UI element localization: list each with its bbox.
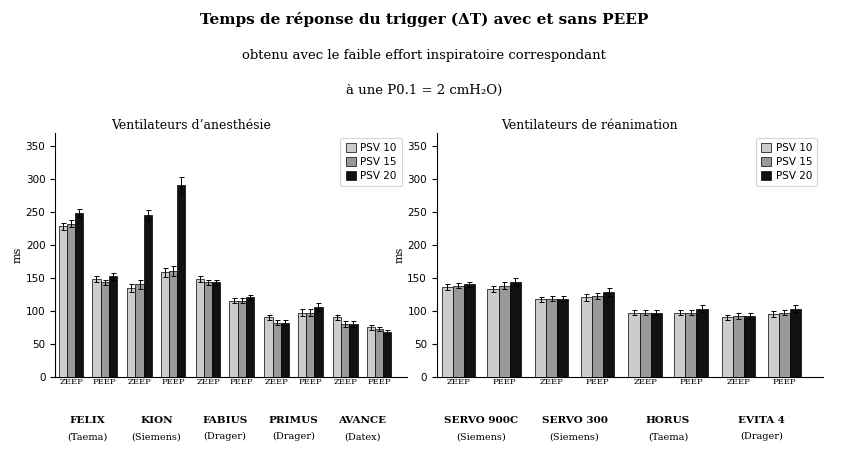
Text: (Siemens): (Siemens) — [456, 432, 506, 441]
Bar — [733, 316, 744, 377]
Text: FABIUS: FABIUS — [203, 416, 248, 425]
Bar — [366, 327, 375, 377]
Text: EVITA 4: EVITA 4 — [738, 416, 784, 425]
Bar — [767, 314, 778, 377]
Bar — [143, 215, 152, 377]
Bar — [109, 276, 117, 377]
Bar — [246, 298, 254, 377]
Text: AVANCE: AVANCE — [338, 416, 386, 425]
Bar — [650, 312, 661, 377]
Bar — [92, 279, 101, 377]
Bar — [101, 282, 109, 377]
Bar — [59, 226, 67, 377]
Bar — [453, 286, 464, 377]
Text: SERVO 900C: SERVO 900C — [444, 416, 518, 425]
Bar — [628, 312, 639, 377]
Bar — [237, 301, 246, 377]
Text: (Datex): (Datex) — [343, 432, 381, 441]
Text: (Drager): (Drager) — [740, 432, 783, 441]
Text: (Drager): (Drager) — [204, 432, 247, 441]
Bar — [75, 213, 83, 377]
Bar — [442, 287, 453, 377]
Bar — [581, 298, 592, 377]
Bar — [744, 316, 756, 377]
Bar — [349, 324, 358, 377]
Bar — [383, 332, 391, 377]
Bar — [696, 309, 707, 377]
Bar — [265, 317, 272, 377]
Bar — [136, 284, 143, 377]
Bar — [341, 324, 349, 377]
Text: Ventilateurs d’anesthésie: Ventilateurs d’anesthésie — [111, 119, 271, 132]
Bar — [177, 186, 186, 377]
Legend: PSV 10, PSV 15, PSV 20: PSV 10, PSV 15, PSV 20 — [756, 138, 817, 186]
Y-axis label: ms: ms — [13, 246, 23, 263]
Bar — [375, 329, 383, 377]
Bar — [557, 299, 568, 377]
Bar — [272, 323, 281, 377]
Legend: PSV 10, PSV 15, PSV 20: PSV 10, PSV 15, PSV 20 — [340, 138, 402, 186]
Text: (Drager): (Drager) — [272, 432, 315, 441]
Text: HORUS: HORUS — [646, 416, 690, 425]
Bar — [230, 301, 237, 377]
Bar — [464, 284, 475, 377]
Bar — [674, 312, 685, 377]
Text: obtenu avec le faible effort inspiratoire correspondant: obtenu avec le faible effort inspiratoir… — [242, 49, 606, 62]
Text: Ventilateurs de réanimation: Ventilateurs de réanimation — [501, 119, 678, 132]
Bar — [499, 286, 510, 377]
Bar — [212, 282, 220, 377]
Bar — [306, 312, 315, 377]
Text: SERVO 300: SERVO 300 — [542, 416, 608, 425]
Text: Temps de réponse du trigger (ΔT) avec et sans PEEP: Temps de réponse du trigger (ΔT) avec et… — [200, 12, 648, 27]
Bar — [67, 224, 75, 377]
Text: FELIX: FELIX — [70, 416, 106, 425]
Text: (Siemens): (Siemens) — [131, 432, 181, 441]
Bar — [685, 312, 696, 377]
Bar — [488, 289, 499, 377]
Text: PRIMUS: PRIMUS — [269, 416, 318, 425]
Text: KION: KION — [140, 416, 173, 425]
Bar — [639, 312, 650, 377]
Bar — [789, 309, 801, 377]
Bar — [298, 312, 306, 377]
Bar — [127, 287, 136, 377]
Bar — [196, 279, 204, 377]
Bar — [315, 307, 322, 377]
Bar — [603, 292, 614, 377]
Bar — [169, 271, 177, 377]
Bar — [546, 299, 557, 377]
Text: à une P0.1 = 2 cmH₂O): à une P0.1 = 2 cmH₂O) — [346, 84, 502, 97]
Bar — [281, 323, 289, 377]
Bar — [592, 296, 603, 377]
Bar — [535, 299, 546, 377]
Bar — [778, 312, 789, 377]
Bar — [204, 282, 212, 377]
Bar — [510, 282, 521, 377]
Bar — [333, 317, 341, 377]
Text: (Taema): (Taema) — [648, 432, 688, 441]
Text: (Siemens): (Siemens) — [550, 432, 600, 441]
Y-axis label: ms: ms — [394, 246, 404, 263]
Bar — [722, 317, 733, 377]
Bar — [161, 272, 169, 377]
Text: (Taema): (Taema) — [68, 432, 108, 441]
